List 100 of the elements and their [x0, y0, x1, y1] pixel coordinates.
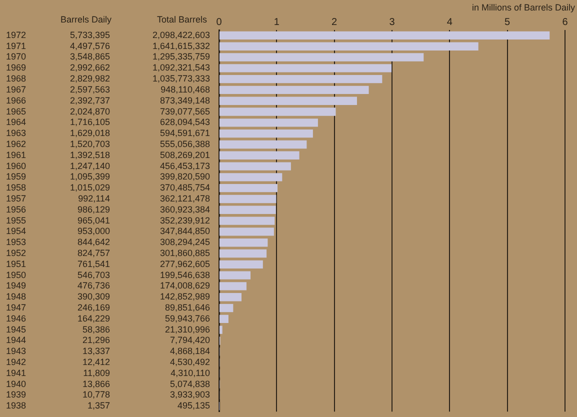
x2-tick-label: 2 [332, 16, 338, 28]
text: 1,015,029 [70, 182, 110, 193]
text: 352,239,912 [160, 215, 210, 226]
text: 4,868,184 [170, 346, 210, 356]
text: 628,094,543 [160, 117, 210, 128]
y-tick-label: 1972 [6, 30, 26, 40]
y-tick-label: 1970 [6, 52, 26, 62]
bar [220, 206, 276, 214]
text: 301,860,885 [160, 248, 210, 258]
y-tick-label: 1948 [6, 292, 26, 302]
text: Barrels Daily [60, 14, 112, 24]
bar [220, 260, 263, 268]
bar [220, 118, 318, 127]
bar [220, 64, 392, 72]
y-tick-label: 1965 [6, 106, 26, 116]
text: 1,641,615,332 [152, 40, 210, 51]
y-tick-label: 1956 [6, 204, 26, 214]
bar [220, 216, 275, 225]
y-tick-label: 1954 [6, 226, 26, 236]
text: 59,943,766 [164, 313, 210, 324]
text: 953,000 [77, 226, 110, 236]
text: 4,530,492 [170, 357, 210, 368]
text: 4,310,110 [170, 368, 210, 378]
text: 965,041 [77, 215, 110, 226]
bar [220, 326, 222, 334]
y-tick-label: 1950 [6, 270, 26, 280]
x2-tick-label: 4 [446, 16, 453, 28]
text: 761,541 [77, 258, 110, 269]
y-tick-label: 1961 [6, 150, 26, 160]
x2-tick-label: 0 [216, 16, 222, 28]
x2-axis-title: in Millions of Barrels Daily [472, 2, 576, 12]
y-tick-label: 1968 [6, 74, 26, 84]
y-tick-label: 1942 [6, 357, 26, 368]
text: Total Barrels [156, 14, 208, 24]
y-tick-label: 1953 [6, 237, 26, 248]
y-tick-label: 1960 [6, 160, 26, 171]
y-tick-label: 1939 [6, 390, 26, 400]
text: 844,642 [77, 237, 110, 248]
text: 824,757 [77, 248, 110, 258]
text: 164,229 [77, 313, 110, 324]
bar [220, 238, 268, 247]
text: 12,412 [82, 357, 110, 368]
text: 1,247,140 [70, 160, 110, 171]
y-tick-label: 1945 [6, 324, 26, 334]
text: 508,269,201 [160, 150, 210, 160]
bar [220, 228, 274, 236]
text: 2,098,422,603 [152, 30, 210, 40]
text: 3,548,865 [70, 52, 110, 62]
bar [220, 304, 234, 312]
y-tick-label: 1944 [6, 335, 26, 346]
y-tick-label: 1959 [6, 172, 26, 182]
text: 1,092,321,543 [152, 62, 210, 73]
y-tick-label: 1964 [6, 117, 26, 128]
bar [220, 162, 291, 170]
text: 21,310,996 [164, 324, 210, 334]
bar [220, 129, 313, 138]
bar [220, 184, 278, 192]
text: 21,296 [82, 335, 110, 346]
text: 873,349,148 [160, 95, 210, 106]
text: 7,794,420 [170, 335, 210, 346]
text: 495,135 [177, 400, 210, 411]
y-tick-label: 1943 [6, 346, 26, 356]
y-tick-label: 1941 [6, 368, 26, 378]
text: 1,357 [87, 400, 110, 411]
bar [220, 140, 307, 149]
bar [220, 173, 282, 182]
text: 1,095,399 [70, 172, 110, 182]
bar [220, 151, 300, 160]
text: 1,629,018 [70, 128, 110, 138]
bar [220, 249, 267, 258]
text: 5,733,395 [70, 30, 110, 40]
text: 1,035,773,333 [152, 74, 210, 84]
y-tick-label: 1940 [6, 378, 26, 389]
bar [220, 293, 242, 302]
text: 948,110,468 [160, 84, 210, 94]
text: 362,121,478 [160, 193, 210, 204]
text: 5,074,838 [170, 378, 210, 389]
text: 199,546,638 [160, 270, 210, 280]
bar [220, 53, 424, 62]
x2-tick-label: 3 [389, 16, 396, 28]
y-tick-label: 1938 [6, 400, 26, 411]
text: 456,453,173 [160, 160, 210, 171]
text: 89,851,646 [164, 302, 210, 313]
text: 2,829,982 [70, 74, 110, 84]
text: 13,866 [82, 378, 110, 389]
y-tick-label: 1955 [6, 215, 26, 226]
y-tick-label: 1967 [6, 84, 26, 94]
y-tick-label: 1971 [6, 40, 26, 51]
y-tick-label: 1952 [6, 248, 26, 258]
text: 546,703 [77, 270, 110, 280]
bar [220, 86, 369, 94]
y-tick-label: 1957 [6, 193, 26, 204]
text: 1,392,518 [70, 150, 110, 160]
text: 360,923,384 [160, 204, 210, 214]
text: 399,820,590 [160, 172, 210, 182]
text: 555,056,388 [160, 138, 210, 149]
bar [220, 314, 228, 324]
text: 174,008,629 [160, 280, 210, 291]
text: 3,933,903 [170, 390, 210, 400]
text: 347,844,850 [160, 226, 210, 236]
